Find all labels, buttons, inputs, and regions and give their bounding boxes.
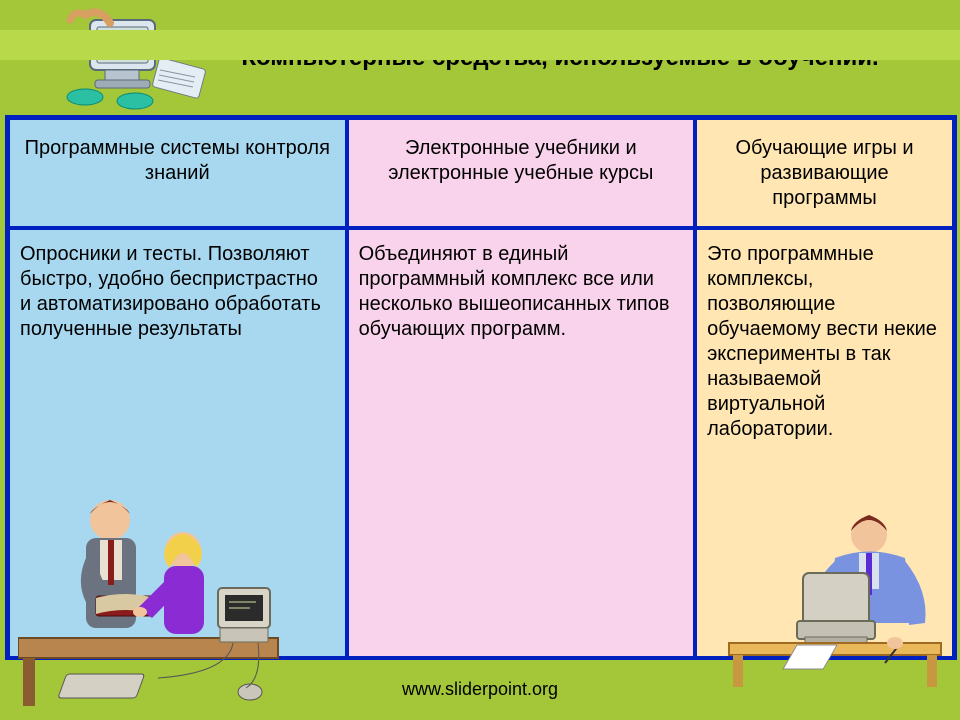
people-desk-clipart-icon [18,478,308,708]
footer-band-inner [0,30,960,60]
col2-header: Электронные учебники и электронные учебн… [347,118,696,228]
col2-body: Объединяют в единый программный комплекс… [347,228,696,658]
computer-clipart-icon [55,5,215,115]
slide: Компьютерные средства, используемые в об… [0,0,960,720]
person-computer-clipart-icon [727,503,942,688]
footer-url: www.sliderpoint.org [0,679,960,700]
col1-header: Программные системы контроля знаний [8,118,347,228]
table-header-row: Программные системы контроля знаний Элек… [8,118,954,228]
col3-header: Обучающие игры и развивающие программы [695,118,954,228]
